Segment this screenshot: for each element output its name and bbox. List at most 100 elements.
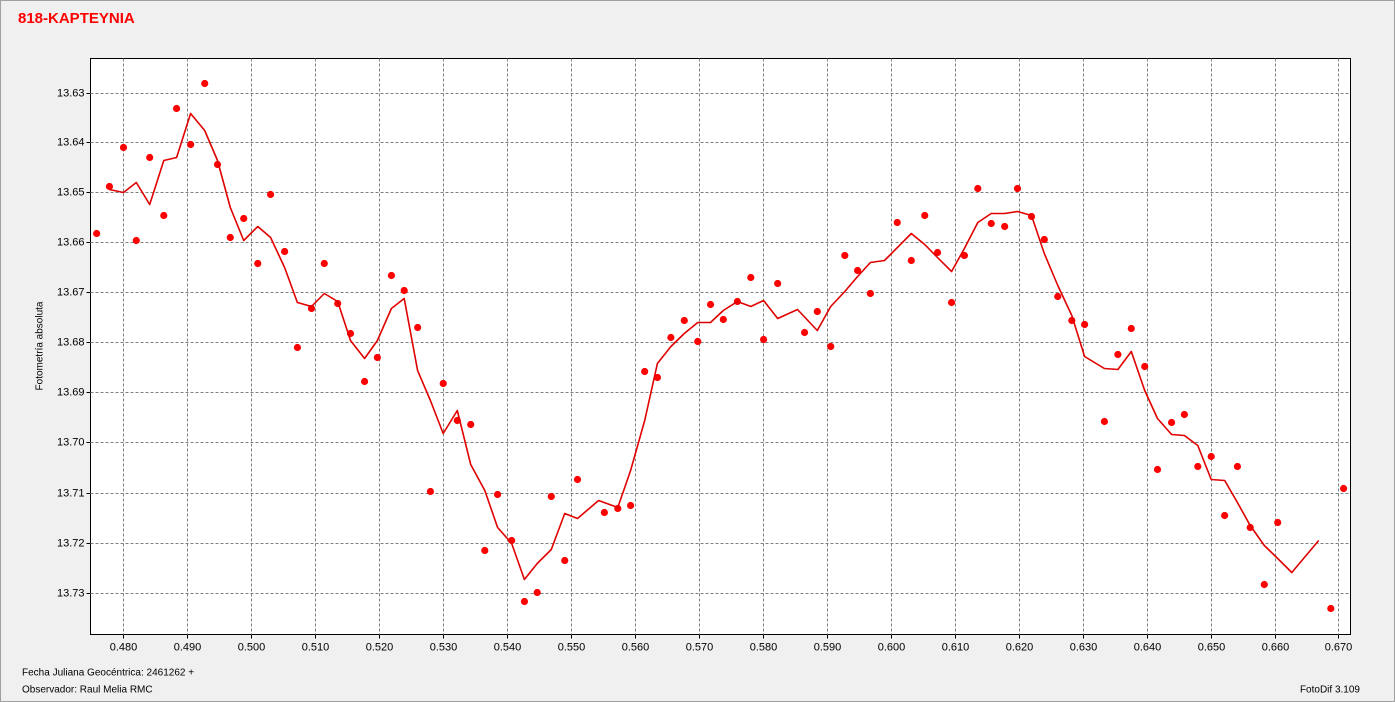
data-point — [1153, 465, 1162, 474]
data-point — [254, 259, 262, 268]
data-point — [240, 214, 248, 223]
data-point — [893, 218, 901, 227]
data-point — [907, 256, 915, 265]
data-point — [948, 298, 956, 307]
plot-area — [90, 58, 1351, 635]
data-point — [1013, 184, 1022, 193]
data-point — [641, 367, 649, 376]
data-point — [841, 251, 849, 260]
y-tick-label: 13.70 — [57, 436, 85, 448]
y-tick-label: 13.63 — [57, 87, 85, 99]
y-tick-label: 13.67 — [57, 286, 85, 298]
data-point — [1221, 511, 1229, 520]
x-tick-label: 0.610 — [942, 641, 970, 653]
data-point — [119, 143, 128, 152]
data-point — [747, 273, 755, 282]
data-point — [1100, 417, 1109, 426]
data-point — [387, 271, 396, 280]
data-point — [493, 490, 502, 499]
data-point — [132, 236, 140, 245]
data-point — [172, 104, 181, 113]
y-tick-label: 13.72 — [57, 537, 85, 549]
x-tick-label: 0.570 — [686, 641, 714, 653]
data-point — [93, 229, 101, 238]
y-tick-label: 13.68 — [57, 336, 85, 348]
data-point — [667, 333, 675, 342]
x-tick-label: 0.640 — [1134, 641, 1162, 653]
data-point — [561, 556, 569, 565]
data-point — [481, 546, 489, 555]
data-point — [987, 219, 995, 228]
data-point — [921, 211, 929, 220]
data-point — [533, 588, 541, 597]
trend-line — [109, 112, 1320, 581]
data-point — [1180, 410, 1188, 419]
data-point — [680, 316, 688, 325]
data-point — [974, 184, 982, 193]
x-tick-label: 0.580 — [750, 641, 778, 653]
x-tick-label: 0.600 — [878, 641, 906, 653]
data-point — [281, 247, 289, 256]
data-point — [1207, 452, 1215, 461]
data-point — [653, 373, 662, 382]
x-tick-label: 0.620 — [1006, 641, 1034, 653]
data-point — [1127, 324, 1135, 333]
chart-title: 818-KAPTEYNIA — [18, 10, 135, 27]
data-point — [854, 266, 862, 275]
x-tick-label: 0.490 — [174, 641, 202, 653]
data-point — [146, 153, 154, 162]
x-tick-label: 0.550 — [558, 641, 586, 653]
data-point — [1054, 292, 1062, 301]
x-tick-label: 0.560 — [622, 641, 650, 653]
data-point — [774, 279, 782, 288]
data-point — [467, 420, 475, 429]
data-point — [1339, 484, 1348, 493]
data-point — [105, 182, 114, 191]
footnote: Observador: Raul Melia RMC — [22, 685, 153, 696]
data-point — [1194, 462, 1202, 471]
x-tick-label: 0.530 — [430, 641, 458, 653]
data-point — [226, 233, 234, 242]
x-tick-label: 0.510 — [302, 641, 330, 653]
data-point — [426, 487, 435, 496]
data-point — [1274, 518, 1282, 527]
y-axis-label: Fotometría absoluta — [35, 301, 46, 390]
x-tick-label: 0.650 — [1198, 641, 1226, 653]
y-tick-label: 13.65 — [57, 186, 85, 198]
data-point — [813, 307, 821, 316]
data-point — [201, 79, 209, 88]
x-tick-label: 0.630 — [1070, 641, 1098, 653]
data-point — [400, 286, 408, 295]
data-point — [373, 353, 381, 362]
data-point — [933, 248, 942, 257]
data-point — [626, 501, 635, 510]
x-tick-label: 0.520 — [366, 641, 394, 653]
data-point — [293, 343, 302, 352]
y-tick-label: 13.64 — [57, 136, 85, 148]
footnote: FotoDif 3.109 — [1300, 685, 1360, 696]
x-tick-label: 0.500 — [238, 641, 266, 653]
data-point — [1167, 418, 1176, 427]
x-tick-label: 0.480 — [110, 641, 138, 653]
data-point — [520, 597, 529, 606]
data-point — [160, 211, 168, 220]
data-point — [414, 323, 422, 332]
data-point — [360, 377, 369, 386]
data-point — [1001, 222, 1009, 231]
data-point — [1141, 362, 1149, 371]
data-point — [600, 508, 608, 517]
data-point — [320, 259, 328, 268]
data-point — [1327, 604, 1335, 613]
y-tick-label: 13.66 — [57, 236, 85, 248]
data-point — [800, 328, 809, 337]
data-point — [1081, 320, 1089, 329]
data-point — [759, 335, 768, 344]
data-point — [960, 251, 968, 260]
data-point — [439, 379, 447, 388]
data-point — [1114, 350, 1122, 359]
y-tick-label: 13.69 — [57, 386, 85, 398]
data-point — [866, 289, 874, 298]
y-tick-label: 13.73 — [57, 587, 85, 599]
data-point — [694, 337, 702, 346]
